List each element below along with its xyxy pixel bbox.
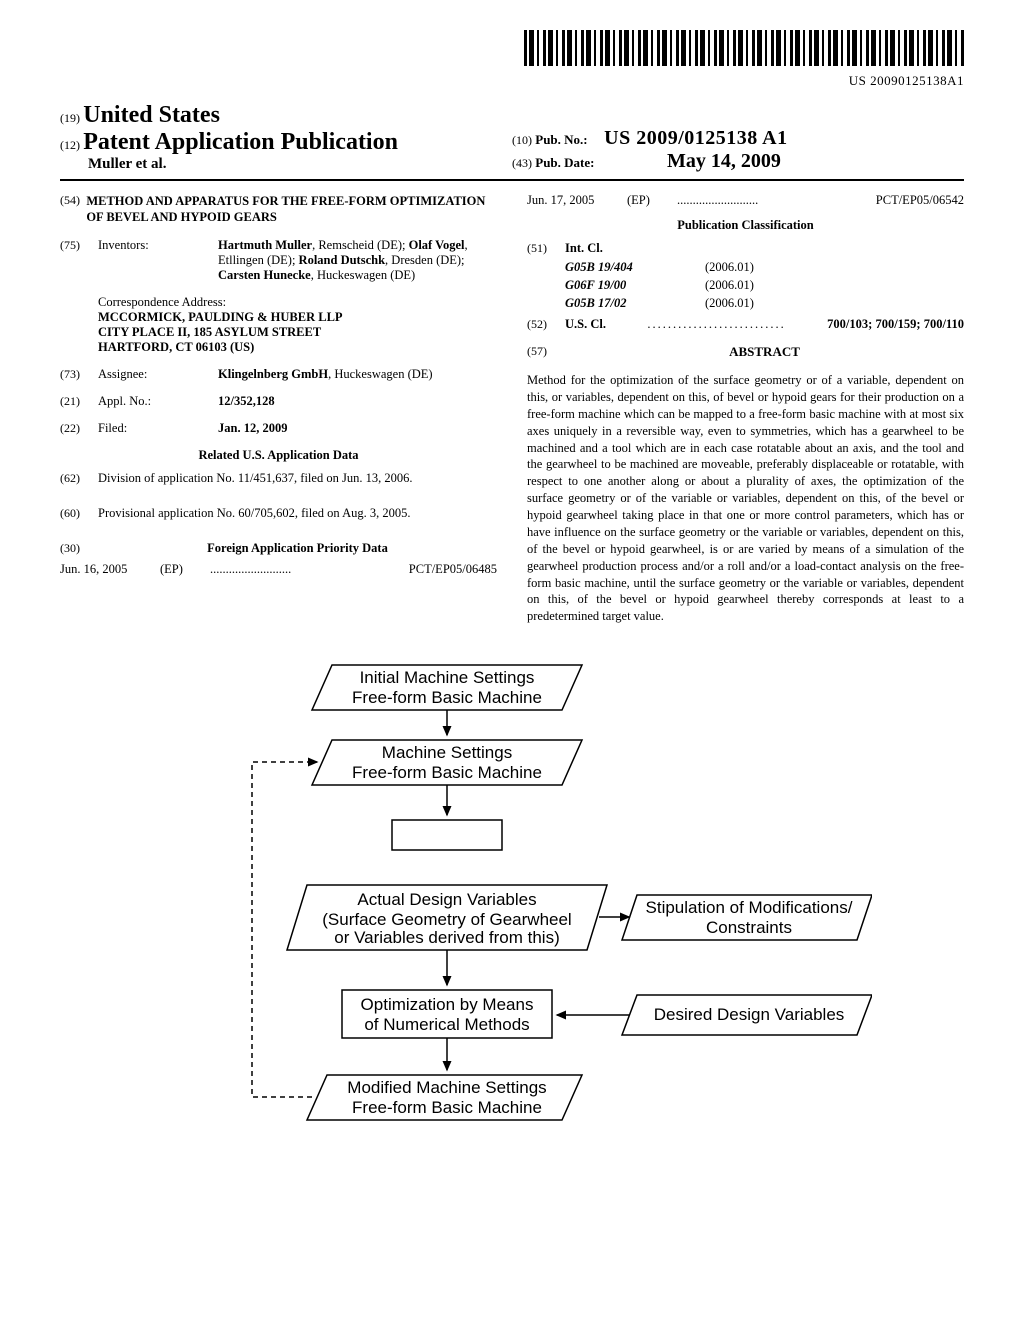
intcl-code: (51)	[527, 241, 565, 256]
country-code: (19)	[60, 111, 80, 125]
foreign-num-0: PCT/EP05/06485	[409, 562, 497, 577]
foreign-cc-0: (EP)	[160, 562, 210, 577]
biblio-columns: (54) METHOD AND APPARATUS FOR THE FREE-F…	[60, 193, 964, 625]
flow-box6-l2: Free-form Basic Machine	[352, 1098, 542, 1117]
flow-box2-l1: Machine Settings	[382, 743, 512, 762]
flow-box5-l1: Optimization by Means	[361, 995, 534, 1014]
pub-date-label: Pub. Date:	[535, 155, 594, 170]
assignee-label: Assignee:	[98, 367, 218, 382]
foreign-row-0: Jun. 16, 2005 (EP) .....................…	[60, 562, 497, 577]
assignee-value: Klingelnberg GmbH, Huckeswagen (DE)	[218, 367, 497, 382]
pub-date-value: May 14, 2009	[667, 150, 781, 172]
filed-value: Jan. 12, 2009	[218, 421, 497, 436]
correspondence-block: Correspondence Address: MCCORMICK, PAULD…	[98, 295, 497, 355]
flow-box7-l2: Constraints	[706, 918, 792, 937]
flow-box7-l1: Stipulation of Modifications/	[646, 898, 853, 917]
right-column: Jun. 17, 2005 (EP) .....................…	[527, 193, 964, 625]
intcl-code-2: G05B 17/02	[565, 296, 705, 311]
foreign-title: Foreign Application Priority Data	[98, 541, 497, 556]
assignee-code: (73)	[60, 367, 98, 382]
provisional-text: Provisional application No. 60/705,602, …	[98, 506, 410, 521]
doc-type-code: (12)	[60, 138, 80, 152]
applno-code: (21)	[60, 394, 98, 409]
pub-date-code: (43)	[512, 156, 532, 170]
flow-box6-l1: Modified Machine Settings	[347, 1078, 546, 1097]
provisional-code: (60)	[60, 506, 98, 529]
filed-label: Filed:	[98, 421, 218, 436]
title-code: (54)	[60, 193, 86, 226]
correspondence-label: Correspondence Address:	[98, 295, 497, 310]
foreign-num-1: PCT/EP05/06542	[876, 193, 964, 208]
dots: ..........................	[210, 562, 409, 577]
flow-box4-l2: (Surface Geometry of Gearwheel	[322, 910, 571, 929]
intcl-row-0: G05B 19/404 (2006.01)	[565, 260, 964, 275]
pub-no-code: (10)	[512, 133, 532, 147]
flow-box1-l2: Free-form Basic Machine	[352, 688, 542, 707]
foreign-code: (30)	[60, 541, 98, 556]
correspondence-line2: CITY PLACE II, 185 ASYLUM STREET	[98, 325, 497, 340]
inventors-list: Hartmuth Muller, Remscheid (DE); Olaf Vo…	[218, 238, 497, 283]
assignee-loc: Huckeswagen (DE)	[334, 367, 432, 381]
foreign-date-1: Jun. 17, 2005	[527, 193, 627, 208]
foreign-date-0: Jun. 16, 2005	[60, 562, 160, 577]
assignee-name: Klingelnberg GmbH	[218, 367, 328, 381]
invention-title: METHOD AND APPARATUS FOR THE FREE-FORM O…	[86, 193, 497, 226]
uscl-code: (52)	[527, 317, 565, 332]
inventors-label: Inventors:	[98, 238, 218, 283]
inventors-code: (75)	[60, 238, 98, 283]
flow-box4-l1: Actual Design Variables	[357, 890, 536, 909]
foreign-row-1: Jun. 17, 2005 (EP) .....................…	[527, 193, 964, 208]
dots: ..........................	[677, 193, 876, 208]
barcode-number: US 20090125138A1	[60, 73, 964, 89]
flowchart: Initial Machine Settings Free-form Basic…	[60, 655, 964, 1165]
flow-box2-l2: Free-form Basic Machine	[352, 763, 542, 782]
division-text: Division of application No. 11/451,637, …	[98, 471, 412, 486]
correspondence-line1: MCCORMICK, PAULDING & HUBER LLP	[98, 310, 497, 325]
barcode-region: US 20090125138A1	[60, 30, 964, 89]
intcl-year-2: (2006.01)	[705, 296, 754, 311]
intcl-year-1: (2006.01)	[705, 278, 754, 293]
intcl-code-0: G05B 19/404	[565, 260, 705, 275]
division-code: (62)	[60, 471, 98, 494]
header-row: (19) United States (12) Patent Applicati…	[60, 99, 964, 181]
flow-box1-l1: Initial Machine Settings	[360, 668, 535, 687]
filed-code: (22)	[60, 421, 98, 436]
uscl-value: 700/103; 700/159; 700/110	[827, 317, 964, 332]
left-column: (54) METHOD AND APPARATUS FOR THE FREE-F…	[60, 193, 497, 625]
abstract-text: Method for the optimization of the surfa…	[527, 372, 964, 625]
foreign-cc-1: (EP)	[627, 193, 677, 208]
correspondence-line3: HARTFORD, CT 06103 (US)	[98, 340, 497, 355]
flow-box8: Desired Design Variables	[654, 1005, 845, 1024]
related-data-title: Related U.S. Application Data	[60, 448, 497, 463]
dots: ...........................	[606, 317, 827, 332]
uscl-label: U.S. Cl.	[565, 317, 606, 332]
pub-no-label: Pub. No.:	[535, 132, 587, 147]
abstract-title: ABSTRACT	[565, 344, 964, 360]
abstract-code: (57)	[527, 344, 565, 360]
flow-box4-l3: or Variables derived from this)	[334, 928, 560, 947]
intcl-code-1: G06F 19/00	[565, 278, 705, 293]
applno-label: Appl. No.:	[98, 394, 218, 409]
intcl-row-2: G05B 17/02 (2006.01)	[565, 296, 964, 311]
doc-type: Patent Application Publication	[83, 129, 398, 155]
pub-class-title: Publication Classification	[527, 218, 964, 233]
intcl-label: Int. Cl.	[565, 241, 603, 256]
intcl-year-0: (2006.01)	[705, 260, 754, 275]
authors-line: Muller et al.	[88, 156, 512, 173]
flow-box5-l2: of Numerical Methods	[364, 1015, 529, 1034]
applno-value: 12/352,128	[218, 394, 497, 409]
country-name: United States	[83, 102, 220, 128]
pub-no-value: US 2009/0125138 A1	[604, 127, 787, 149]
barcode-graphic	[524, 30, 964, 66]
intcl-row-1: G06F 19/00 (2006.01)	[565, 278, 964, 293]
